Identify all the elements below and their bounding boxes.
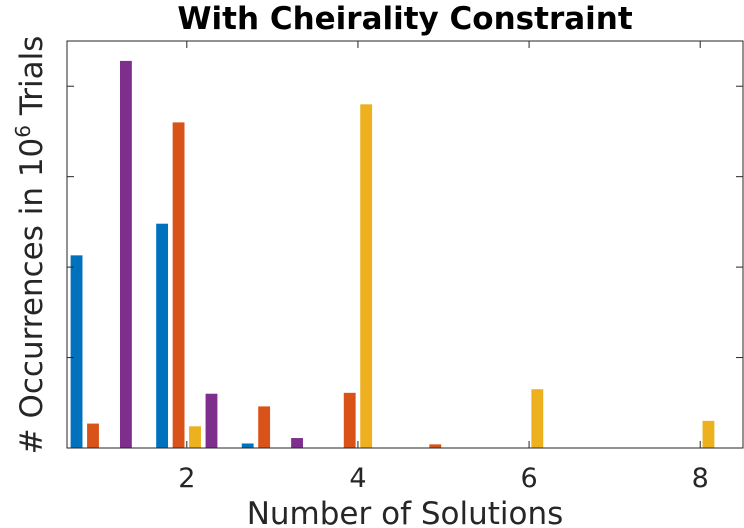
- y-axis-label: # Occurrences in 106 Trials: [11, 36, 50, 455]
- bar-s1-x3: [241, 443, 254, 448]
- bar-s3-x8: [702, 420, 715, 448]
- bar-s2-x5: [429, 444, 442, 448]
- bar-s2-x1: [87, 423, 99, 448]
- x-axis-label: Number of Solutions: [247, 496, 564, 528]
- bar-s2-x3: [258, 406, 271, 448]
- bar-s2-x4: [343, 392, 356, 448]
- x-tick-label-2: 2: [178, 463, 195, 494]
- bar-s1-x2: [156, 223, 169, 448]
- x-tick-label-8: 8: [692, 463, 709, 494]
- bar-s3-x4: [360, 104, 373, 448]
- bar-s1-x1: [70, 255, 83, 448]
- bars-group: [70, 60, 715, 449]
- bar-s2-x2: [172, 122, 185, 449]
- x-tick-label-4: 4: [349, 463, 366, 494]
- bar-s3-x6: [531, 389, 544, 448]
- chart-title: With Cheirality Constraint: [177, 1, 633, 37]
- bar-s4-x1: [119, 60, 132, 449]
- y-axis-label-suffix: Trials: [14, 36, 50, 125]
- bar-s4-x2: [205, 393, 218, 448]
- bar-s3-x2: [189, 426, 201, 448]
- y-axis-label-prefix: # Occurrences in 10: [14, 138, 50, 455]
- bar-s4-x3: [291, 438, 303, 448]
- x-tick-label-6: 6: [520, 463, 537, 494]
- plot-area-frame: [66, 40, 744, 449]
- y-axis-label-exponent: 6: [11, 125, 35, 138]
- ticks-group: 2 4 6 8: [67, 41, 743, 494]
